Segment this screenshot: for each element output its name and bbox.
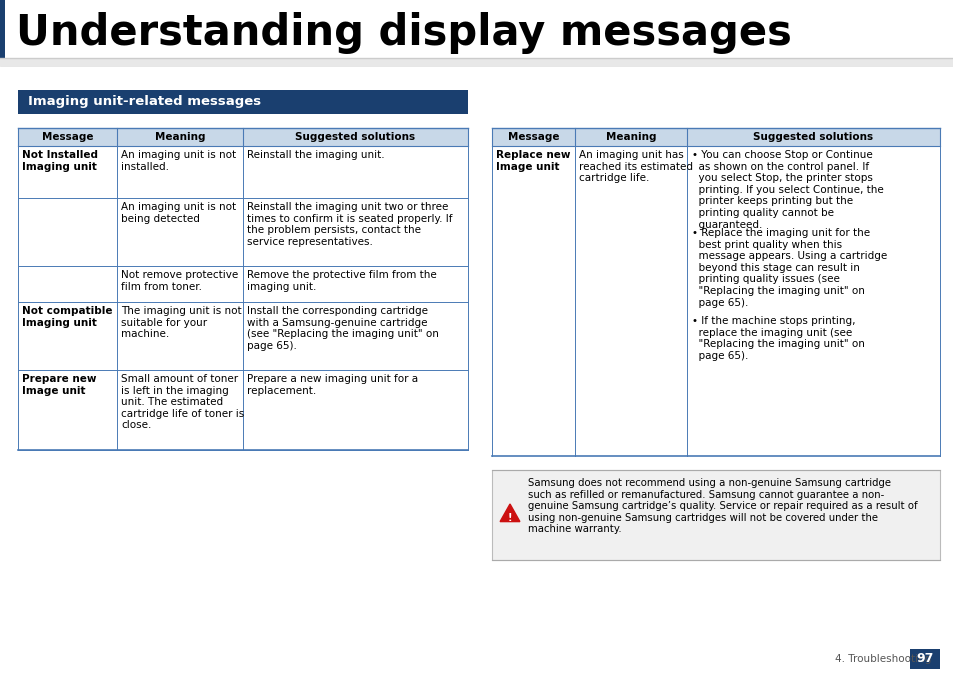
Text: • If the machine stops printing,
  replace the imaging unit (see
  "Replacing th: • If the machine stops printing, replace… bbox=[691, 316, 863, 361]
Bar bbox=[0, 0, 953, 58]
Bar bbox=[492, 128, 939, 146]
Text: Message: Message bbox=[507, 132, 558, 142]
Text: 4. Troubleshooting: 4. Troubleshooting bbox=[834, 654, 930, 664]
Text: !: ! bbox=[507, 513, 512, 523]
Text: Meaning: Meaning bbox=[154, 132, 205, 142]
Text: Message: Message bbox=[42, 132, 93, 142]
Text: 97: 97 bbox=[915, 653, 933, 666]
Bar bbox=[18, 128, 468, 146]
Text: The imaging unit is not
suitable for your
machine.: The imaging unit is not suitable for you… bbox=[121, 306, 241, 340]
Text: Remove the protective film from the
imaging unit.: Remove the protective film from the imag… bbox=[247, 270, 436, 292]
Text: Prepare a new imaging unit for a
replacement.: Prepare a new imaging unit for a replace… bbox=[247, 374, 417, 396]
Text: Suggested solutions: Suggested solutions bbox=[753, 132, 873, 142]
Bar bbox=[909, 649, 939, 669]
Text: Not Installed
Imaging unit: Not Installed Imaging unit bbox=[22, 150, 98, 171]
Text: Not remove protective
film from toner.: Not remove protective film from toner. bbox=[121, 270, 238, 292]
Bar bbox=[18, 90, 468, 114]
Text: Understanding display messages: Understanding display messages bbox=[16, 12, 791, 54]
Text: Reinstall the imaging unit two or three
times to confirm it is seated properly. : Reinstall the imaging unit two or three … bbox=[247, 202, 452, 247]
Text: An imaging unit has
reached its estimated
cartridge life.: An imaging unit has reached its estimate… bbox=[578, 150, 692, 183]
Bar bbox=[0, 0, 5, 58]
Text: Suggested solutions: Suggested solutions bbox=[295, 132, 416, 142]
Text: An imaging unit is not
being detected: An imaging unit is not being detected bbox=[121, 202, 236, 223]
Text: Small amount of toner
is left in the imaging
unit. The estimated
cartridge life : Small amount of toner is left in the ima… bbox=[121, 374, 244, 431]
Bar bbox=[492, 470, 939, 560]
Bar bbox=[0, 58, 953, 66]
Text: Meaning: Meaning bbox=[605, 132, 656, 142]
Text: Not compatible
Imaging unit: Not compatible Imaging unit bbox=[22, 306, 112, 327]
Text: Imaging unit-related messages: Imaging unit-related messages bbox=[28, 95, 261, 109]
Polygon shape bbox=[499, 504, 519, 522]
Text: Samsung does not recommend using a non-genuine Samsung cartridge
such as refille: Samsung does not recommend using a non-g… bbox=[527, 478, 917, 535]
Text: Replace new
Image unit: Replace new Image unit bbox=[496, 150, 570, 171]
Text: • Replace the imaging unit for the
  best print quality when this
  message appe: • Replace the imaging unit for the best … bbox=[691, 228, 886, 308]
Text: • You can choose Stop or Continue
  as shown on the control panel. If
  you sele: • You can choose Stop or Continue as sho… bbox=[691, 150, 882, 230]
Text: Reinstall the imaging unit.: Reinstall the imaging unit. bbox=[247, 150, 384, 160]
Text: Install the corresponding cartridge
with a Samsung-genuine cartridge
(see "Repla: Install the corresponding cartridge with… bbox=[247, 306, 438, 351]
Text: Prepare new
Image unit: Prepare new Image unit bbox=[22, 374, 96, 396]
Text: An imaging unit is not
installed.: An imaging unit is not installed. bbox=[121, 150, 236, 171]
